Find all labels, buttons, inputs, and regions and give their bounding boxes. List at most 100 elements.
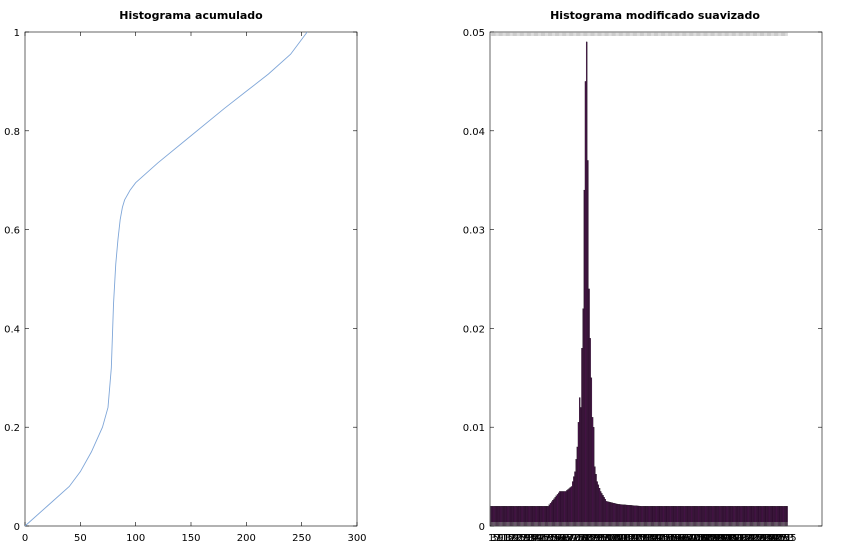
y-tick-label: 0.04 [463, 127, 485, 138]
y-tick-label: 0.2 [4, 423, 20, 434]
x-tick-label: 205 [719, 533, 738, 544]
histogram-bar [570, 486, 573, 527]
x-tick-label: 100 [126, 533, 145, 544]
x-tick-label: 181 [691, 533, 710, 544]
x-tick-label: 249 [771, 533, 790, 544]
x-tick-label: 117 [617, 533, 636, 544]
y-tick-label: 0 [479, 522, 485, 533]
x-tick-label: 191 [703, 533, 722, 544]
x-tick-label: 83 [580, 533, 593, 544]
x-tick-label: 5 [493, 533, 499, 544]
x-tick-label: 217 [733, 533, 752, 544]
x-tick-label: 49 [541, 533, 554, 544]
x-tick-label: 99 [599, 533, 612, 544]
x-tick-label: 250 [292, 533, 311, 544]
x-tick-label: 57 [550, 533, 563, 544]
x-tick-label: 189 [701, 533, 720, 544]
x-tick-label: 39 [529, 533, 542, 544]
x-tick-label: 95 [594, 533, 607, 544]
histogram-bar [554, 497, 556, 527]
x-tick-label: 105 [603, 533, 622, 544]
x-tick-label: 1 [488, 533, 494, 544]
x-tick-label: 85 [583, 533, 596, 544]
histogram-bar [585, 41, 588, 527]
right-chart: Histograma modificado suavizado 0 0.01 0.0… [463, 9, 823, 544]
x-tick-label: 243 [764, 533, 783, 544]
x-tick-label: 219 [736, 533, 755, 544]
x-tick-label: 31 [520, 533, 533, 544]
x-tick-label: 129 [631, 533, 650, 544]
histogram-bar [575, 459, 577, 527]
x-tick-label: 193 [705, 533, 724, 544]
x-tick-label: 89 [587, 533, 600, 544]
x-tick-label: 75 [571, 533, 584, 544]
histogram-bar [578, 397, 581, 527]
x-tick-label: 163 [670, 533, 689, 544]
y-tick-label: 1 [14, 28, 20, 39]
x-tick-label: 101 [598, 533, 617, 544]
histogram-bar [581, 348, 583, 527]
x-tick-label: 135 [638, 533, 657, 544]
histogram-bar [568, 488, 570, 527]
x-tick-label: 149 [654, 533, 673, 544]
histogram-bar [553, 498, 555, 527]
histogram-bar [582, 308, 584, 527]
x-tick-label: 21 [508, 533, 521, 544]
x-tick-label: 143 [647, 533, 666, 544]
x-tick-label: 165 [673, 533, 692, 544]
y-tick-label: 0.4 [4, 324, 20, 335]
x-tick-label: 167 [675, 533, 694, 544]
y-tick-label: 0.05 [463, 28, 485, 39]
histogram-bar [569, 487, 572, 527]
x-tick-label: 255 [778, 533, 797, 544]
x-tick-label: 247 [768, 533, 787, 544]
x-tick-label: 23 [510, 533, 523, 544]
histogram-bar [560, 491, 562, 527]
x-tick-label: 177 [687, 533, 706, 544]
right-plot-area [489, 31, 823, 527]
x-tick-label: 81 [578, 533, 591, 544]
left-axis-ticks: 0 50 100 150 200 250 300 0 0.2 0.4 0.6 0.8 1 [4, 28, 366, 544]
x-tick-label: 139 [642, 533, 661, 544]
x-tick-label: 15 [501, 533, 514, 544]
histogram-bar [595, 474, 597, 527]
x-tick-label: 161 [668, 533, 687, 544]
x-tick-label: 103 [600, 533, 619, 544]
y-tick-label: 0.01 [463, 423, 485, 434]
left-plot-area [24, 31, 358, 527]
x-tick-label: 111 [610, 533, 629, 544]
histogram-bar [596, 481, 598, 527]
x-tick-label: 171 [680, 533, 699, 544]
x-tick-label: 209 [724, 533, 743, 544]
histogram-bar [556, 494, 559, 527]
x-tick-label: 65 [559, 533, 572, 544]
histogram-bar [602, 495, 604, 527]
x-tick-label: 239 [759, 533, 778, 544]
x-tick-label: 147 [652, 533, 671, 544]
x-tick-label: 29 [517, 533, 530, 544]
histogram-bar [563, 491, 566, 527]
x-tick-label: 169 [677, 533, 696, 544]
x-tick-label: 127 [628, 533, 647, 544]
x-tick-label: 241 [761, 533, 780, 544]
left-chart: Histograma acumulado 0 50 100 150 200 250 3000… [4, 9, 366, 544]
histogram-bar [589, 338, 591, 527]
x-tick-label: 175 [684, 533, 703, 544]
x-tick-label: 157 [663, 533, 682, 544]
x-tick-label: 115 [614, 533, 633, 544]
x-tick-label: 121 [621, 533, 640, 544]
x-tick-label: 87 [585, 533, 598, 544]
histogram-bar [588, 288, 590, 527]
x-tick-label: 79 [576, 533, 589, 544]
x-tick-label: 185 [696, 533, 715, 544]
histogram-bar [597, 484, 600, 527]
y-tick-label: 0.02 [463, 324, 485, 335]
histogram-bar [562, 491, 565, 527]
y-tick-label: 0.03 [463, 226, 485, 237]
x-tick-label: 141 [645, 533, 664, 544]
x-tick-label: 93 [592, 533, 605, 544]
x-tick-label: 159 [666, 533, 685, 544]
histogram-bar [599, 491, 602, 527]
x-tick-label: 207 [722, 533, 741, 544]
x-tick-label: 97 [597, 533, 610, 544]
